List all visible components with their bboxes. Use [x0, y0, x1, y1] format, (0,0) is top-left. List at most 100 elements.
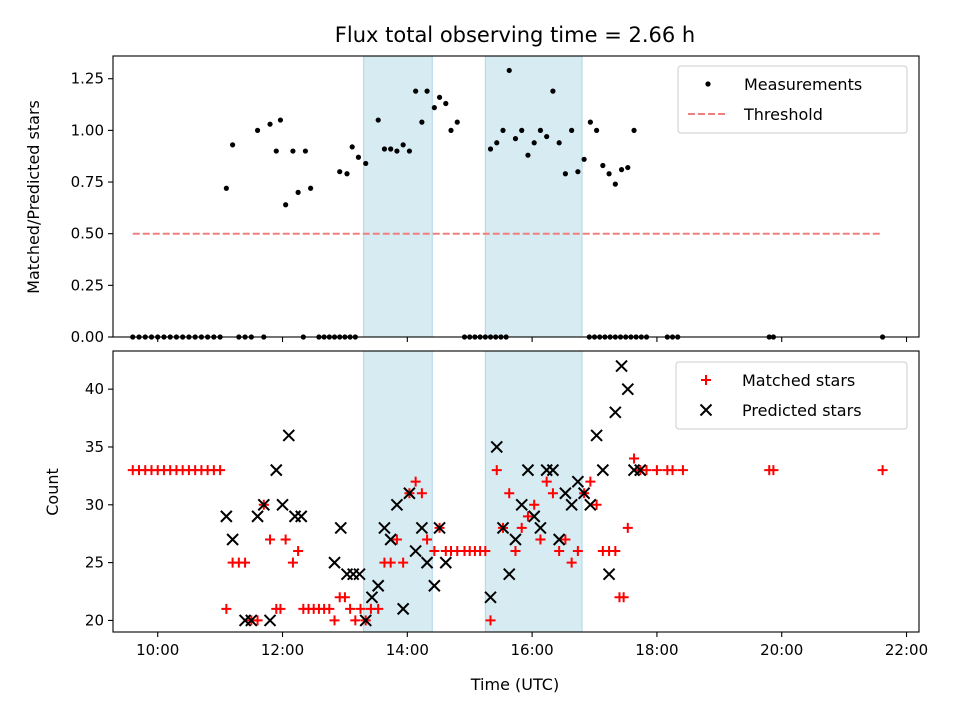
bottom-y-tick-label: 25 [85, 554, 104, 572]
measurement-point [631, 127, 637, 133]
top-shaded-span-2 [484, 55, 583, 338]
bottom-series-predicted-stars [220, 359, 647, 627]
measurement-point [454, 119, 460, 125]
measurement-point [556, 140, 562, 146]
measurement-point [443, 100, 449, 107]
predicted-star-point [615, 359, 628, 373]
predicted-star-point [546, 463, 560, 477]
matched-star-point [504, 488, 515, 499]
matched-star-point [610, 546, 621, 557]
bottom-legend: Matched stars Predicted stars [675, 361, 908, 430]
measurement-point [413, 88, 419, 94]
measurement-point [349, 144, 355, 150]
top-series-measurements [130, 67, 886, 340]
predicted-star-point [226, 533, 239, 546]
predicted-star-point [490, 440, 503, 454]
measurement-point [544, 133, 550, 140]
measurement-point [230, 142, 236, 148]
top-y-tick-label: 0.75 [71, 173, 104, 191]
measurement-point [344, 171, 350, 177]
measurement-point [273, 148, 279, 154]
measurement-point [575, 169, 581, 175]
measurement-point [436, 94, 443, 100]
matched-star-point [398, 557, 409, 568]
measurement-point [594, 127, 600, 133]
predicted-star-point [602, 567, 616, 581]
predicted-star-point [552, 533, 566, 546]
matched-star-point [667, 465, 678, 476]
matched-star-point [265, 534, 276, 545]
matched-star-point [287, 557, 298, 568]
matched-star-point [622, 522, 633, 533]
top-legend: Measurements Threshold [677, 65, 908, 134]
predicted-star-point [270, 463, 283, 477]
predicted-star-point [534, 521, 547, 535]
measurement-point [612, 181, 618, 187]
matched-star-point [221, 603, 232, 614]
measurement-point [600, 162, 606, 169]
predicted-star-point [295, 510, 308, 523]
measurement-point [394, 148, 400, 154]
predicted-star-point [245, 614, 258, 627]
matched-star-point [252, 615, 263, 626]
predicted-star-point [257, 498, 271, 512]
matched-star-point [324, 603, 335, 614]
measurement-point [525, 152, 531, 158]
measurement-point [363, 160, 369, 167]
matched-star-point [391, 534, 402, 545]
legend-label: Measurements [744, 75, 862, 94]
legend-label: Predicted stars [742, 401, 862, 420]
bottom-y-axis-label: Count [43, 468, 62, 516]
matched-star-point [541, 476, 552, 487]
matched-star-point [629, 453, 640, 464]
matched-star-point [485, 615, 496, 626]
measurement-point [355, 154, 362, 160]
measurement-point [506, 67, 512, 74]
predicted-star-point [634, 463, 647, 477]
predicted-star-point [584, 498, 597, 512]
measurement-point [277, 117, 284, 123]
matched-star-point [280, 534, 291, 545]
measurement-point [581, 156, 587, 162]
matched-star-point [618, 592, 629, 603]
measurement-point [587, 119, 593, 125]
top-axes-frame [112, 55, 920, 338]
top-y-tick-label: 0.25 [71, 276, 104, 294]
predicted-star-point [276, 498, 289, 512]
measurement-point [302, 148, 308, 154]
legend-label: Threshold [743, 105, 823, 124]
measurement-point [424, 88, 430, 94]
bottom-y-tick-label: 35 [85, 438, 104, 456]
matched-star-point [585, 476, 596, 487]
predicted-star-point [220, 510, 233, 523]
matched-star-point [510, 546, 521, 557]
matched-star-point [516, 522, 527, 533]
measurement-point [494, 140, 500, 146]
predicted-star-point [359, 614, 372, 627]
matched-star-point [339, 592, 350, 603]
x-tick-label: 10:00 [136, 641, 179, 659]
bottom-y-tick-label: 30 [85, 496, 104, 514]
matched-star-point [591, 499, 602, 510]
matched-star-point [560, 534, 571, 545]
predicted-star-point [484, 591, 497, 604]
predicted-star-point [378, 521, 391, 535]
predicted-star-point [503, 567, 516, 581]
matched-star-point [385, 557, 396, 568]
matched-star-point [677, 465, 688, 476]
measurement-point [537, 127, 544, 133]
predicted-star-point [521, 463, 535, 477]
measurement-point [487, 146, 494, 152]
predicted-star-point [496, 521, 510, 535]
predicted-star-point [559, 487, 572, 500]
predicted-star-point [353, 567, 366, 581]
measurement-point [267, 121, 273, 127]
matched-star-point [877, 465, 888, 476]
measurement-point [625, 164, 631, 171]
predicted-star-point [621, 382, 635, 396]
measurement-point [618, 167, 625, 173]
measurement-point [562, 171, 569, 177]
measurement-point [569, 127, 575, 133]
matched-star-point [529, 499, 540, 510]
top-panel: 0.00 0.25 0.50 0.75 1.00 1.25 Measurements Thre… [71, 55, 920, 346]
